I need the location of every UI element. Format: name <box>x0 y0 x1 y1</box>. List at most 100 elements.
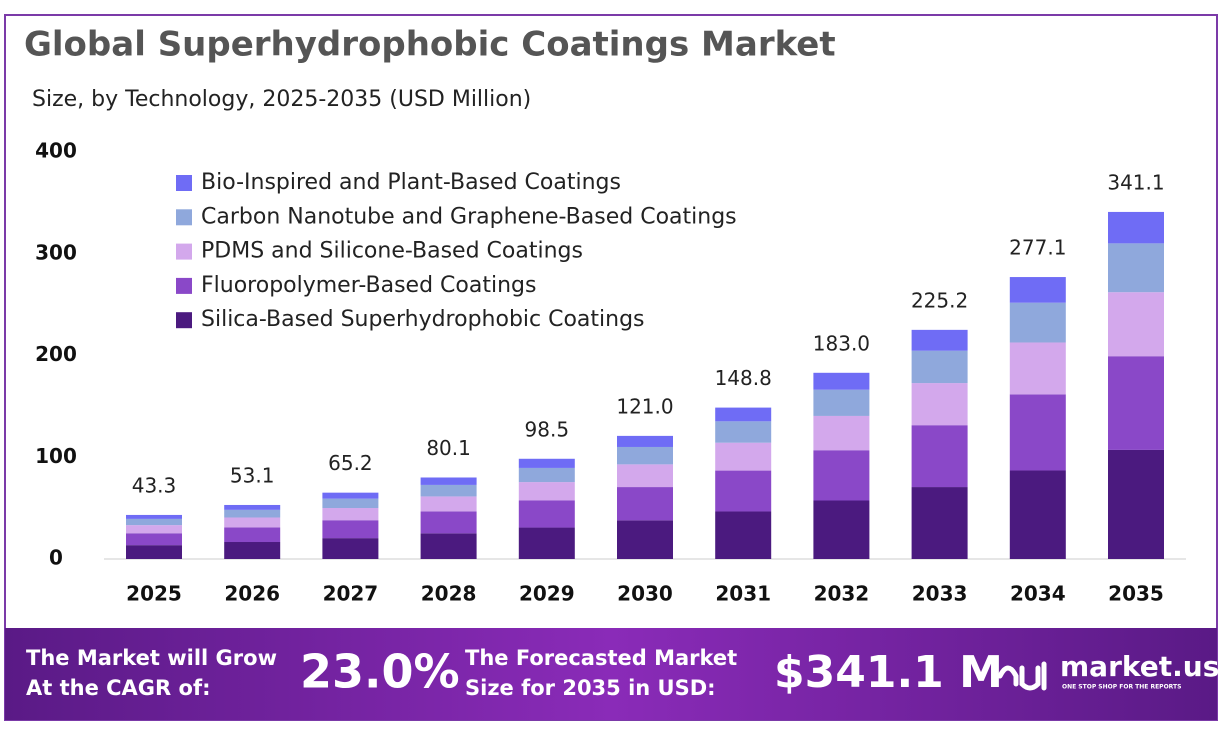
total-label: 225.2 <box>911 288 968 312</box>
tagline: ONE STOP SHOP FOR THE REPORTS <box>1062 684 1181 691</box>
total-label: 65.2 <box>328 451 373 475</box>
bar-segment <box>1108 356 1164 450</box>
legend-swatch <box>176 277 192 294</box>
bar-segment <box>617 487 673 521</box>
bar-segment <box>126 514 182 519</box>
y-tick-label: 400 <box>35 139 77 163</box>
x-tick-label: 2025 <box>126 582 182 606</box>
bar-segment <box>420 533 477 559</box>
legend-label: Silica-Based Superhydrophobic Coatings <box>201 307 645 332</box>
y-tick-label: 300 <box>35 240 77 264</box>
total-label: 53.1 <box>230 463 275 487</box>
y-tick-label: 200 <box>35 342 77 366</box>
bar-segment <box>1009 470 1066 559</box>
x-tick-label: 2030 <box>617 582 673 606</box>
bar-segment <box>518 500 575 528</box>
legend-label: Carbon Nanotube and Graphene-Based Coati… <box>201 204 737 229</box>
total-label: 43.3 <box>132 473 177 497</box>
legend-swatch <box>176 312 192 329</box>
bar-segment <box>813 372 870 390</box>
bar-segment <box>617 520 673 559</box>
bar-segment <box>224 527 281 543</box>
bar-segment <box>322 538 379 559</box>
legend-label: PDMS and Silicone-Based Coatings <box>201 239 583 264</box>
bar-segment <box>224 504 281 510</box>
bar-segment <box>911 329 968 351</box>
bar-segment <box>911 350 968 384</box>
bar-segment <box>813 389 870 416</box>
legend-swatch <box>176 243 192 260</box>
bar-segment <box>911 425 968 488</box>
footer-text: At the CAGR of: <box>26 676 211 700</box>
bar-segment <box>1108 449 1164 559</box>
bar-segment <box>715 421 772 443</box>
bar-segment <box>715 470 772 512</box>
bar-segment <box>322 498 379 509</box>
bar-segment <box>518 467 575 483</box>
brand-logo <box>997 661 1047 691</box>
bar-segment <box>224 542 281 559</box>
bar-segment <box>518 458 575 468</box>
bar-segment <box>322 520 379 539</box>
forecast-value: $341.1 M <box>774 647 1003 698</box>
bar-segment <box>1108 211 1164 244</box>
bar-segment <box>420 484 477 497</box>
chart-title: Global Superhydrophobic Coatings Market <box>24 25 836 65</box>
bar-segment <box>126 533 182 546</box>
bar-segment <box>1009 302 1066 343</box>
x-tick-label: 2029 <box>519 582 575 606</box>
bar-segment <box>1009 277 1066 303</box>
bar-segment <box>420 511 477 534</box>
x-tick-label: 2033 <box>912 582 968 606</box>
bar-segment <box>617 464 673 488</box>
total-label: 341.1 <box>1107 170 1164 194</box>
x-tick-label: 2031 <box>715 582 771 606</box>
bar-segment <box>1009 394 1066 471</box>
bar-segment <box>617 435 673 447</box>
total-label: 80.1 <box>426 436 471 460</box>
chart-subtitle: Size, by Technology, 2025-2035 (USD Mill… <box>32 87 531 112</box>
x-tick-label: 2035 <box>1108 582 1164 606</box>
bar-segment <box>813 450 870 501</box>
bar-segment <box>617 446 673 465</box>
total-label: 183.0 <box>813 331 870 355</box>
legend-swatch <box>176 175 192 191</box>
bar-segment <box>813 500 870 559</box>
legend-label: Fluoropolymer-Based Coatings <box>201 273 536 298</box>
total-label: 277.1 <box>1009 236 1066 260</box>
footer-text: The Market will Grow <box>26 646 277 670</box>
cagr-value: 23.0% <box>300 645 460 699</box>
x-tick-label: 2028 <box>421 582 477 606</box>
bar-segment <box>1009 342 1066 395</box>
brand: market.us <box>1060 650 1219 683</box>
bar-segment <box>420 496 477 512</box>
bar-segment <box>126 545 182 559</box>
bar-segment <box>518 527 575 559</box>
total-label: 98.5 <box>525 417 570 441</box>
legend-swatch <box>176 209 192 226</box>
bar-segment <box>715 511 772 559</box>
x-tick-label: 2027 <box>323 582 379 606</box>
bar-segment <box>911 383 968 426</box>
bar-segment <box>1108 243 1164 293</box>
bar-segment <box>322 492 379 499</box>
x-tick-label: 2034 <box>1010 582 1066 606</box>
footer: The Market will Grow At the CAGR of: 23.… <box>26 645 1219 701</box>
footer-text: Size for 2035 in USD: <box>465 676 716 700</box>
x-tick-label: 2026 <box>224 582 280 606</box>
bar-segment <box>715 407 772 422</box>
bar-segment <box>322 508 379 521</box>
bar-segment <box>126 518 182 526</box>
plot: 0 100 200 300 400 43.3 2025 53.1 2026 65.2 2027 80.… <box>35 139 1186 606</box>
bar-segment <box>1108 292 1164 357</box>
bar-segment <box>715 442 772 471</box>
y-tick-label: 0 <box>49 546 63 570</box>
bar-segment <box>224 509 281 518</box>
total-label: 148.8 <box>715 366 772 390</box>
total-label: 121.0 <box>616 394 673 418</box>
footer-band <box>5 628 1217 720</box>
bar-segment <box>518 482 575 501</box>
bar-segment <box>813 415 870 451</box>
footer-text: The Forecasted Market <box>465 646 737 670</box>
bar-segment <box>420 477 477 485</box>
